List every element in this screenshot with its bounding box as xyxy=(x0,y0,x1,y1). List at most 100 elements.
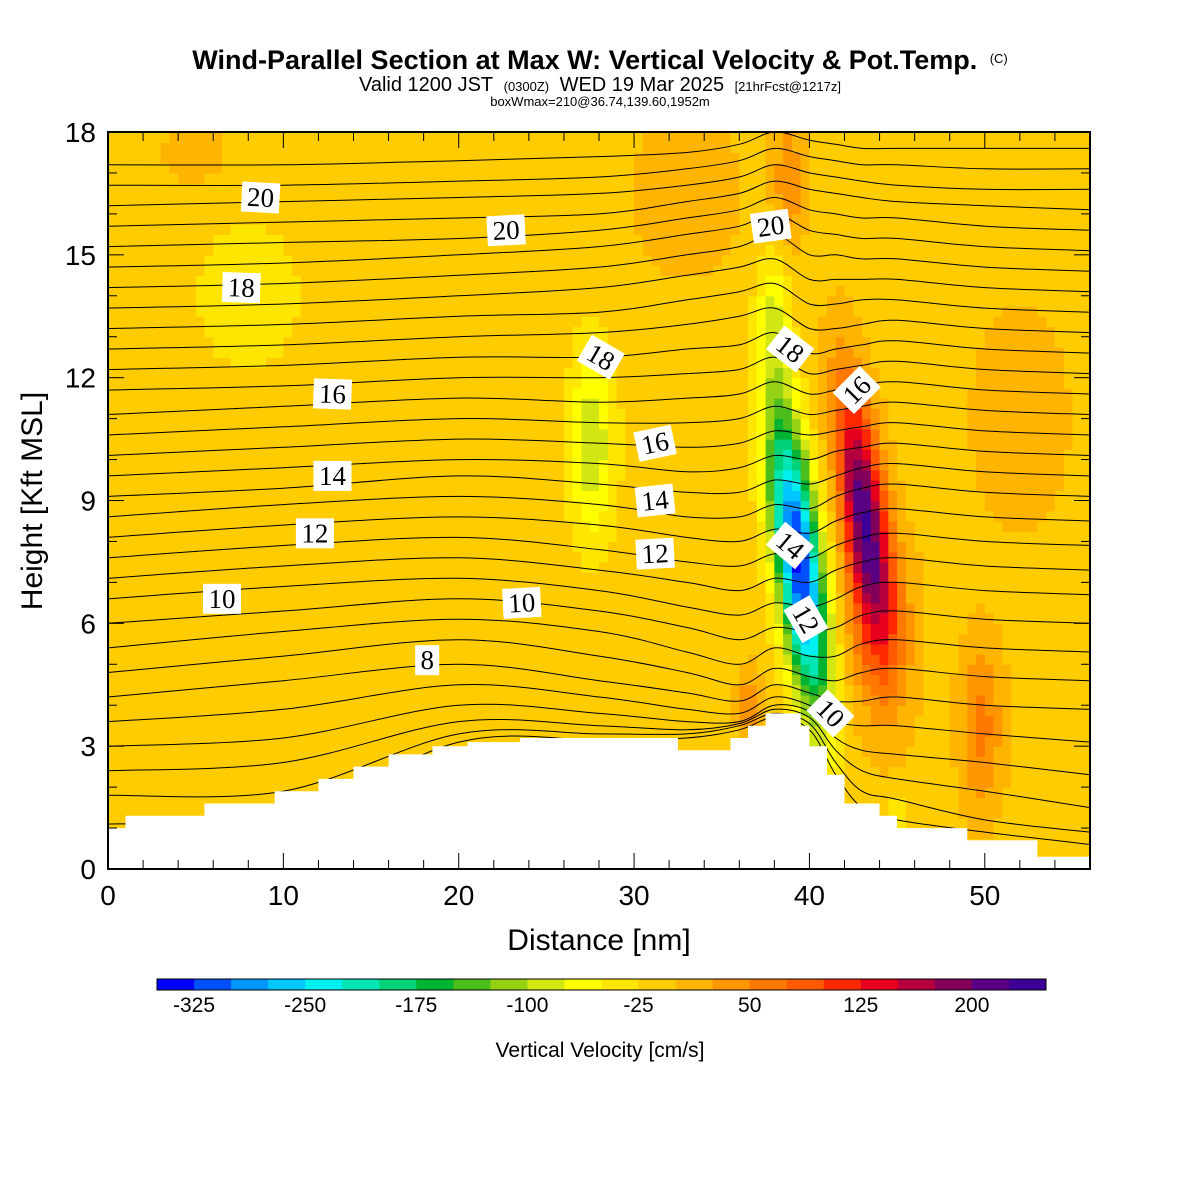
field-cell xyxy=(642,469,653,481)
field-cell xyxy=(949,787,960,798)
field-cell xyxy=(976,500,986,512)
field-cell xyxy=(204,715,214,727)
field-cell xyxy=(853,623,863,635)
field-cell xyxy=(178,705,188,717)
field-cell xyxy=(520,418,530,430)
field-cell xyxy=(318,674,328,686)
field-cell xyxy=(371,582,381,594)
field-cell xyxy=(712,490,723,502)
field-cell xyxy=(1072,654,1082,665)
field-cell xyxy=(546,613,556,624)
field-cell xyxy=(160,551,170,563)
field-cell xyxy=(940,520,951,532)
field-cell xyxy=(572,664,583,676)
field-cell xyxy=(134,592,144,604)
field-cell xyxy=(581,449,591,461)
field-cell xyxy=(537,664,547,676)
field-cell xyxy=(984,684,995,696)
field-cell xyxy=(458,592,469,604)
field-cell xyxy=(379,746,390,758)
field-cell xyxy=(318,592,328,604)
field-cell xyxy=(888,582,898,594)
field-cell xyxy=(344,572,355,583)
field-cell xyxy=(879,490,889,502)
field-cell xyxy=(169,520,179,532)
field-cell xyxy=(134,602,144,614)
field-cell xyxy=(651,418,661,430)
field-cell xyxy=(993,664,1003,676)
field-cell xyxy=(379,684,390,696)
field-cell xyxy=(888,756,898,768)
field-cell xyxy=(537,500,547,512)
field-cell xyxy=(449,490,460,502)
field-cell xyxy=(221,480,232,491)
field-cell xyxy=(362,449,372,461)
field-cell xyxy=(958,459,968,471)
field-cell xyxy=(221,500,232,512)
field-cell xyxy=(151,694,162,706)
field-cell xyxy=(1046,797,1056,809)
field-cell xyxy=(748,510,758,522)
field-cell xyxy=(108,602,118,614)
field-cell xyxy=(108,694,118,706)
field-cell xyxy=(607,541,618,553)
field-cell xyxy=(397,459,407,471)
field-cell xyxy=(221,633,232,645)
field-cell xyxy=(993,715,1003,727)
field-cell xyxy=(379,705,390,717)
field-cell xyxy=(984,735,995,747)
field-cell xyxy=(686,664,697,676)
field-cell xyxy=(853,561,863,573)
field-cell xyxy=(1011,500,1021,512)
field-cell xyxy=(984,705,995,717)
field-cell xyxy=(888,459,898,471)
field-cell xyxy=(634,664,644,676)
field-cell xyxy=(537,623,547,635)
field-cell xyxy=(563,428,574,440)
field-cell xyxy=(1063,531,1074,543)
field-cell xyxy=(502,408,512,420)
field-cell xyxy=(546,572,556,583)
field-cell xyxy=(406,428,416,440)
field-cell xyxy=(756,602,767,614)
field-cell xyxy=(371,490,381,502)
field-cell xyxy=(748,694,758,706)
field-cell xyxy=(397,531,407,543)
field-cell xyxy=(160,418,170,430)
field-cell xyxy=(853,551,863,563)
field-cell xyxy=(169,766,179,778)
field-cell xyxy=(940,531,951,543)
field-cell xyxy=(826,602,837,614)
field-cell xyxy=(213,705,223,717)
field-cell xyxy=(704,561,714,573)
field-cell xyxy=(669,572,679,583)
field-cell xyxy=(406,520,416,532)
field-cell xyxy=(230,787,241,798)
field-cell xyxy=(1081,582,1090,594)
field-cell xyxy=(143,725,153,737)
field-cell xyxy=(239,766,249,778)
field-cell xyxy=(660,469,670,481)
field-cell xyxy=(748,418,758,430)
field-cell xyxy=(590,613,600,624)
field-cell xyxy=(274,725,284,737)
field-cell xyxy=(590,500,600,512)
field-cell xyxy=(335,500,346,512)
field-cell xyxy=(704,643,714,655)
field-cell xyxy=(862,500,872,512)
field-cell xyxy=(300,592,311,604)
field-cell xyxy=(546,510,556,522)
field-cell xyxy=(835,439,846,450)
field-cell xyxy=(178,694,188,706)
field-cell xyxy=(108,459,118,471)
field-cell xyxy=(862,664,872,676)
field-cell xyxy=(344,633,355,645)
field-cell xyxy=(108,756,118,768)
field-cell xyxy=(537,572,547,583)
field-cell xyxy=(160,643,170,655)
field-cell xyxy=(353,500,363,512)
field-cell xyxy=(660,725,670,737)
field-cell xyxy=(546,694,556,706)
field-cell xyxy=(783,592,793,604)
field-cell xyxy=(362,756,372,768)
